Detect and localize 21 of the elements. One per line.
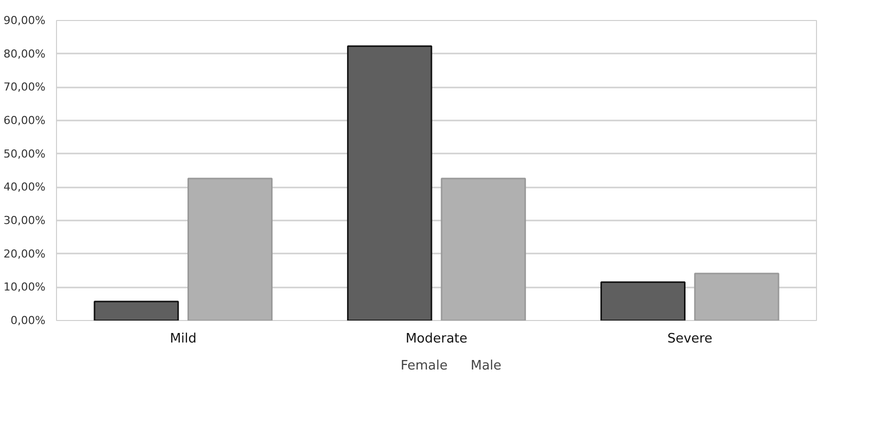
y-tick-label: 0,00% xyxy=(10,314,46,327)
text: Male xyxy=(470,358,502,374)
bar xyxy=(94,300,179,320)
y-tick-label: 80,00% xyxy=(4,47,46,60)
y-tick-label: 10,00% xyxy=(4,280,46,294)
bar xyxy=(600,281,686,320)
x-tick-label: Mild xyxy=(170,332,197,346)
y-tick-label: 40,00% xyxy=(4,180,46,194)
x-tick-label: Moderate xyxy=(406,332,468,346)
y-tick-label: 60,00% xyxy=(4,114,46,127)
bar xyxy=(347,45,432,320)
bar xyxy=(694,272,780,320)
text: Female xyxy=(400,358,448,374)
y-tick-label: 20,00% xyxy=(4,247,46,260)
y-tick-label: 70,00% xyxy=(4,80,46,94)
y-tick-label: 50,00% xyxy=(4,147,46,160)
bar xyxy=(187,178,273,320)
y-tick-label: 30,00% xyxy=(4,214,46,227)
y-tick-label: 90,00% xyxy=(4,14,46,27)
x-tick-label: Severe xyxy=(667,332,712,346)
bar xyxy=(440,178,526,320)
